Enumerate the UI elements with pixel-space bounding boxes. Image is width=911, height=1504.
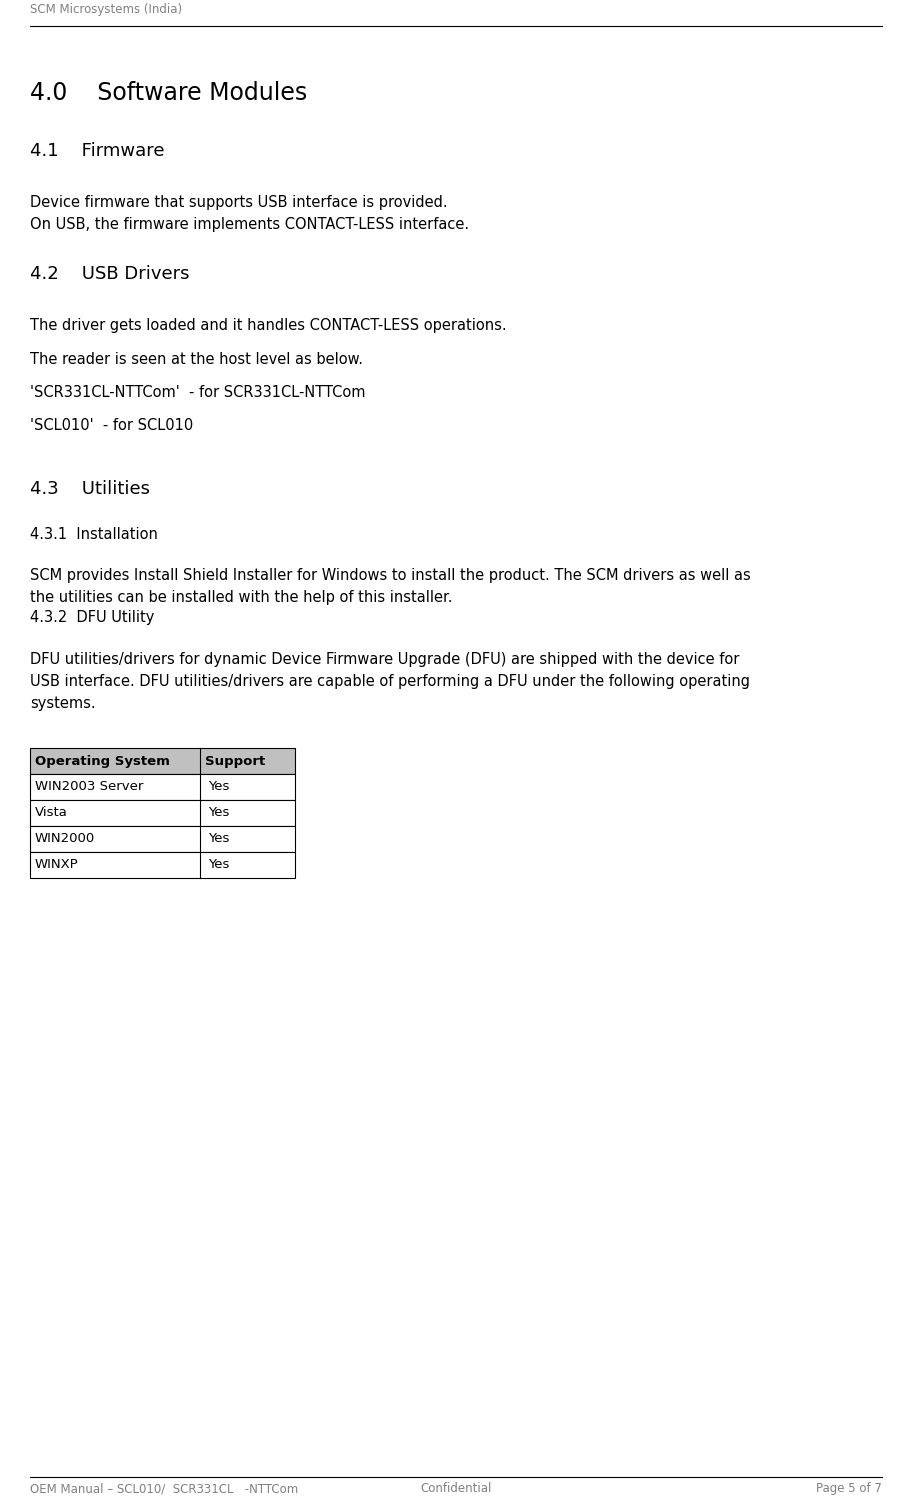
Text: Confidential: Confidential bbox=[420, 1481, 491, 1495]
Text: SCM provides Install Shield Installer for Windows to install the product. The SC: SCM provides Install Shield Installer fo… bbox=[30, 569, 750, 605]
Bar bbox=[30, 800, 294, 826]
Text: Support: Support bbox=[205, 755, 265, 767]
Text: 4.3.1  Installation: 4.3.1 Installation bbox=[30, 526, 158, 541]
Text: Operating System: Operating System bbox=[35, 755, 169, 767]
Text: 4.0    Software Modules: 4.0 Software Modules bbox=[30, 81, 307, 105]
Bar bbox=[30, 775, 294, 800]
Text: The driver gets loaded and it handles CONTACT-LESS operations.: The driver gets loaded and it handles CO… bbox=[30, 317, 507, 332]
Bar bbox=[30, 826, 294, 851]
Text: Yes: Yes bbox=[208, 833, 230, 845]
Text: Page 5 of 7: Page 5 of 7 bbox=[815, 1481, 881, 1495]
Text: 4.3    Utilities: 4.3 Utilities bbox=[30, 480, 149, 498]
Text: WINXP: WINXP bbox=[35, 859, 78, 871]
Text: 4.1    Firmware: 4.1 Firmware bbox=[30, 141, 164, 159]
Text: WIN2003 Server: WIN2003 Server bbox=[35, 781, 143, 794]
Text: 'SCL010'  - for SCL010: 'SCL010' - for SCL010 bbox=[30, 418, 193, 433]
Text: DFU utilities/drivers for dynamic Device Firmware Upgrade (DFU) are shipped with: DFU utilities/drivers for dynamic Device… bbox=[30, 653, 749, 711]
Text: The reader is seen at the host level as below.: The reader is seen at the host level as … bbox=[30, 352, 363, 367]
Bar bbox=[30, 747, 294, 775]
Text: WIN2000: WIN2000 bbox=[35, 833, 95, 845]
Text: SCM Microsystems (India): SCM Microsystems (India) bbox=[30, 3, 182, 17]
Text: Yes: Yes bbox=[208, 806, 230, 820]
Text: OEM Manual – SCL010/  SCR331CL   -NTTCom: OEM Manual – SCL010/ SCR331CL -NTTCom bbox=[30, 1481, 298, 1495]
Text: 4.3.2  DFU Utility: 4.3.2 DFU Utility bbox=[30, 611, 154, 626]
Bar bbox=[30, 851, 294, 878]
Text: 'SCR331CL-NTTCom'  - for SCR331CL-NTTCom: 'SCR331CL-NTTCom' - for SCR331CL-NTTCom bbox=[30, 385, 365, 400]
Text: Vista: Vista bbox=[35, 806, 67, 820]
Text: Yes: Yes bbox=[208, 781, 230, 794]
Text: 4.2    USB Drivers: 4.2 USB Drivers bbox=[30, 265, 189, 283]
Text: Yes: Yes bbox=[208, 859, 230, 871]
Text: Device firmware that supports USB interface is provided.
On USB, the firmware im: Device firmware that supports USB interf… bbox=[30, 196, 468, 232]
